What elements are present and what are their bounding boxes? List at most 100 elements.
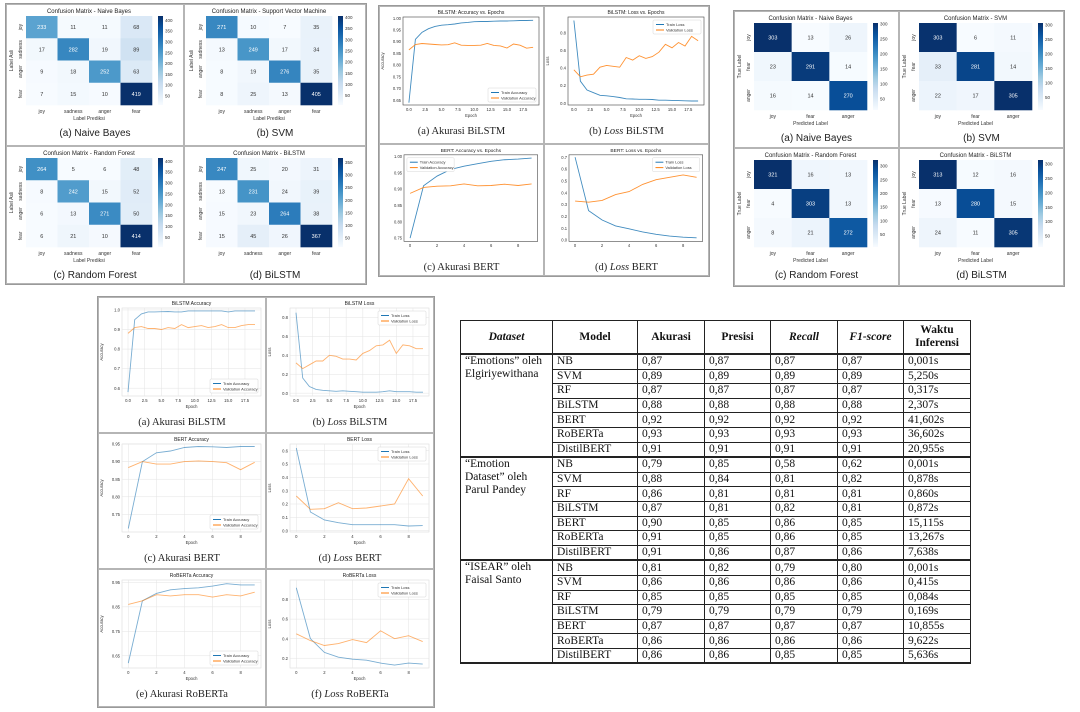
heatmap-cell: [120, 82, 153, 106]
series-line-train: [127, 310, 255, 393]
x-tick-label: 4: [351, 534, 354, 539]
y-tick-label: 0.8: [560, 30, 566, 35]
caption-text: (c) Random Forest: [53, 270, 137, 281]
cell-value: 5: [72, 167, 75, 173]
figure-caption: (d) BiLSTM: [956, 269, 1007, 283]
y-tick-label: 0.85: [393, 51, 402, 56]
colorbar-tick-label: 400: [165, 18, 173, 23]
series-line-train: [295, 312, 423, 393]
y-tick-label: sadness: [198, 40, 204, 59]
cell-value: 6: [974, 36, 977, 42]
x-tick-label: 0: [127, 670, 130, 675]
heatmap-cell: [89, 82, 121, 106]
x-tick-label: 0.0: [406, 107, 412, 112]
y-axis-label: Accuracy: [99, 478, 104, 496]
figure-caption: (f) Loss RoBERTa: [311, 688, 388, 702]
colorbar: [873, 160, 878, 247]
series-line-validation: [296, 630, 423, 646]
y-tick-label: 0.75: [393, 74, 402, 79]
metric-cell: 0,89: [704, 368, 771, 385]
legend-label: Train Loss: [391, 449, 410, 454]
x-tick-label: fear: [806, 251, 815, 257]
x-tick-label: 4: [463, 243, 466, 248]
x-tick-label: 5.0: [327, 398, 333, 403]
caption-text: (b): [312, 417, 328, 428]
metric-cell: 0,86: [837, 633, 904, 649]
y-tick-label: joy: [746, 171, 752, 179]
x-tick-label: 2: [155, 670, 158, 675]
metric-cell: 0,79: [837, 604, 904, 620]
legend: [377, 310, 427, 326]
cell-value: 15: [102, 189, 108, 195]
cell-value: 281: [971, 65, 980, 71]
cell-value: 367: [312, 234, 321, 240]
x-tick-label: anger: [98, 251, 111, 257]
x-tick-label: 0.0: [293, 398, 299, 403]
metric-cell: 0,860s: [903, 486, 971, 502]
cell-value: 31: [313, 167, 319, 173]
caption-text: RoBERTa: [343, 689, 389, 700]
colorbar-tick-label: 250: [345, 48, 353, 53]
heatmap-cell: [89, 38, 121, 61]
y-tick-label: fear: [746, 199, 752, 208]
y-tick-label: joy: [911, 171, 917, 179]
heatmap-cell: [300, 16, 333, 39]
cell-value: 24: [282, 189, 288, 195]
y-tick-label: 0.65: [112, 653, 121, 658]
x-tick-label: 5.0: [159, 398, 165, 403]
metric-cell: 5,636s: [903, 647, 971, 665]
heatmap-cell: [26, 224, 58, 248]
metric-cell: 0,85: [837, 515, 904, 532]
heatmap-cell: [994, 189, 1033, 219]
chart-title: BiLSTM Loss: [345, 301, 375, 307]
y-axis-label: True Label: [902, 55, 908, 79]
heatmap-cell: [206, 82, 238, 106]
colorbar-tick-label: 250: [345, 185, 353, 190]
caption-text: (e) Akurasi RoBERTa: [136, 689, 228, 700]
legend-label: Validation Accuracy: [223, 523, 258, 528]
cell-value: 13: [70, 212, 76, 218]
heatmap-cell: [26, 60, 58, 84]
caption-text: BiLSTM: [623, 126, 664, 137]
model-cell: BERT: [552, 412, 638, 428]
cell-value: 22: [935, 94, 941, 100]
y-tick-label: fear: [198, 231, 204, 240]
x-tick-label: 12.5: [375, 398, 384, 403]
x-tick-label: 8: [682, 243, 685, 248]
y-tick-label: joy: [746, 34, 752, 42]
metric-cell: 0,62: [837, 456, 904, 473]
x-axis-label: Predicted Label: [793, 258, 828, 264]
table-header-row: Dataset Model Akurasi Presisi Recall F1-score…: [460, 320, 971, 355]
metric-cell: 0,87: [704, 353, 771, 370]
cell-value: 11: [1010, 36, 1016, 42]
colorbar-tick-label: 150: [165, 213, 173, 218]
cell-value: 16: [807, 173, 813, 179]
chart-title: Confusion Matrix - BiLSTM: [940, 153, 1012, 159]
y-tick-label: 0.2: [561, 214, 567, 219]
colorbar-tick-label: 50: [880, 232, 886, 237]
metric-cell: 36,602s: [903, 426, 971, 443]
y-tick-label: 0.6: [282, 448, 288, 453]
cell-value: 26: [282, 234, 288, 240]
cell-value: 89: [133, 47, 139, 53]
colorbar-tick-label: 300: [1045, 162, 1053, 167]
model-cell: NB: [552, 353, 638, 370]
y-tick-label: 0.95: [394, 170, 403, 175]
colorbar-tick-label: 50: [165, 235, 171, 240]
heatmap-cell: [300, 158, 333, 181]
legend-label: Train Loss: [666, 22, 685, 27]
cell-value: 34: [313, 47, 319, 53]
cell-value: 21: [807, 231, 813, 237]
x-tick-label: 7.5: [343, 398, 349, 403]
heatmap-cell: [754, 81, 792, 111]
metric-cell: 0,90: [637, 515, 705, 532]
colorbar-tick-label: 100: [880, 82, 888, 87]
colorbar-tick-label: 300: [345, 173, 353, 178]
cell-value: 13: [935, 202, 941, 208]
x-tick-label: joy: [218, 251, 226, 257]
cell-value: 16: [770, 94, 776, 100]
metric-cell: 0,89: [770, 368, 838, 385]
metric-cell: 15,115s: [903, 515, 971, 532]
x-tick-label: 4: [183, 534, 186, 539]
y-tick-label: anger: [911, 89, 917, 102]
